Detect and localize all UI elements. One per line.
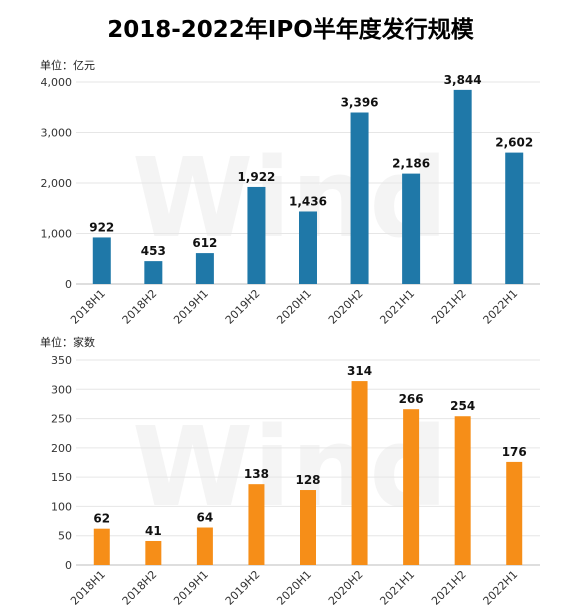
count-bar [145,540,162,565]
amount-xtick-label: 2019H2 [223,287,263,327]
count-unit-label: 单位：家数 [40,335,95,349]
count-data-label: 64 [197,511,214,525]
amount-bar [144,261,163,284]
amount-bar [505,152,524,284]
count-ytick-label: 50 [58,530,72,543]
amount-ytick-label: 3,000 [41,127,73,140]
count-data-label: 176 [502,445,527,459]
amount-bar [453,89,472,285]
amount-ytick-label: 2,000 [41,177,73,190]
count-data-label: 266 [399,392,424,406]
amount-data-label: 1,436 [289,194,327,208]
count-bar [506,461,523,565]
count-xtick-label: 2020H2 [326,568,366,608]
count-ytick-label: 350 [51,354,72,367]
count-data-label: 62 [93,512,110,526]
watermark-top: Wind [132,134,448,262]
count-xtick-label: 2018H1 [68,568,108,608]
count-ytick-label: 250 [51,413,72,426]
amount-ytick-label: 1,000 [41,228,73,241]
amount-bar [299,211,317,284]
amount-ytick-label: 4,000 [41,76,73,89]
amount-xtick-label: 2018H1 [68,287,108,327]
count-ytick-label: 100 [51,500,72,513]
amount-bar [350,112,369,284]
amount-xtick-label: 2020H1 [274,287,314,327]
count-bar [300,490,316,565]
amount-xtick-label: 2021H2 [429,287,469,327]
count-ytick-label: 200 [51,442,72,455]
amount-xtick-label: 2020H2 [326,287,366,327]
chart-title: 2018-2022年IPO半年度发行规模 [107,17,474,43]
count-xtick-label: 2019H2 [223,568,263,608]
count-data-label: 41 [145,524,162,538]
count-data-label: 314 [347,364,372,378]
count-xtick-label: 2019H1 [171,568,211,608]
count-data-label: 138 [244,467,269,481]
amount-ytick-label: 0 [65,278,72,291]
amount-data-label: 2,186 [392,157,430,171]
count-xtick-label: 2020H1 [274,568,314,608]
amount-data-label: 3,844 [444,73,482,87]
count-bar [403,409,420,565]
count-ytick-label: 0 [65,559,72,572]
count-ytick-label: 150 [51,471,72,484]
amount-data-label: 453 [141,244,166,258]
count-bar [93,528,110,565]
amount-xtick-label: 2018H2 [120,287,160,327]
amount-bar [92,237,111,284]
amount-data-label: 3,396 [341,96,379,110]
count-bar [196,527,213,565]
count-xtick-label: 2021H2 [429,568,469,608]
watermark-bottom: Wind [132,403,448,531]
amount-bar [402,173,421,284]
count-data-label: 254 [450,399,475,413]
count-xtick-label: 2021H1 [377,568,417,608]
count-data-label: 128 [295,473,320,487]
amount-data-label: 2,602 [495,136,533,150]
amount-data-label: 1,922 [237,170,275,184]
count-bar [454,416,471,565]
amount-xtick-label: 2022H1 [481,287,521,327]
amount-bar [247,186,266,284]
amount-xtick-label: 2021H1 [377,287,417,327]
amount-data-label: 612 [192,236,217,250]
amount-chart: 单位：亿元 0 1,000 2,000 3,000 4,000 922 2018H1 453 2… [40,58,540,327]
amount-xtick-label: 2019H1 [171,287,211,327]
count-xtick-label: 2018H2 [120,568,160,608]
amount-unit-label: 单位：亿元 [40,58,95,72]
amount-data-label: 922 [89,220,114,234]
count-bar [351,381,368,565]
count-bar [248,484,265,565]
count-ytick-label: 300 [51,383,72,396]
count-xtick-label: 2022H1 [481,568,521,608]
amount-bar [195,253,214,284]
